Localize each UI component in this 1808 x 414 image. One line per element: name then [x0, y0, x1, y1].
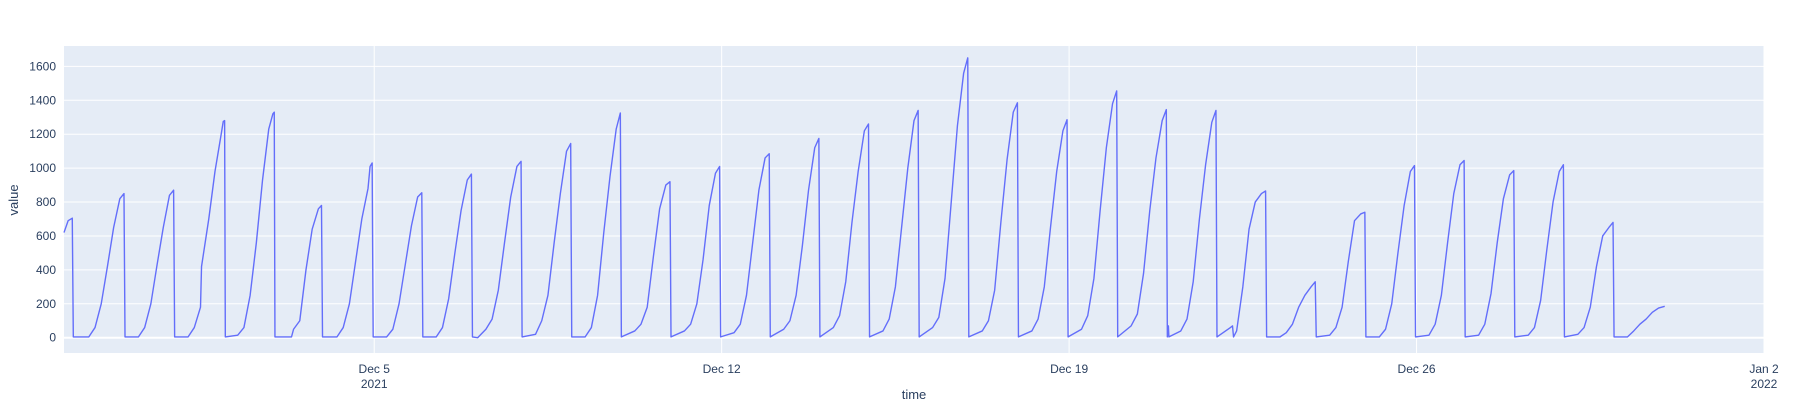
y-tick-label: 800	[36, 195, 56, 209]
y-tick-label: 0	[49, 331, 56, 345]
x-axis-title: time	[902, 387, 927, 402]
y-axis-tick-labels: 0 200 400 600 800 1000 1200 1400 1600	[29, 59, 56, 344]
y-tick-label: 400	[36, 263, 56, 277]
x-tick-year-label: 2022	[1751, 377, 1778, 391]
x-tick-label: Dec 19	[1050, 362, 1088, 376]
x-tick-label: Dec 26	[1398, 362, 1436, 376]
series-line	[63, 57, 1665, 339]
x-tick-label: Jan 2	[1749, 362, 1779, 376]
y-tick-label: 200	[36, 297, 56, 311]
plot-background	[64, 46, 1764, 353]
y-axis-title: value	[6, 184, 21, 215]
y-tick-label: 600	[36, 229, 56, 243]
y-tick-label: 1200	[29, 127, 56, 141]
x-tick-label: Dec 12	[703, 362, 741, 376]
y-gridlines	[64, 65, 1764, 339]
plot-area	[63, 57, 1665, 339]
y-tick-label: 1400	[29, 93, 56, 107]
x-tick-year-label: 2021	[361, 377, 388, 391]
y-tick-label: 1600	[29, 59, 56, 73]
x-tick-label: Dec 5	[359, 362, 391, 376]
x-gridlines	[373, 46, 1765, 353]
y-tick-label: 1000	[29, 161, 56, 175]
